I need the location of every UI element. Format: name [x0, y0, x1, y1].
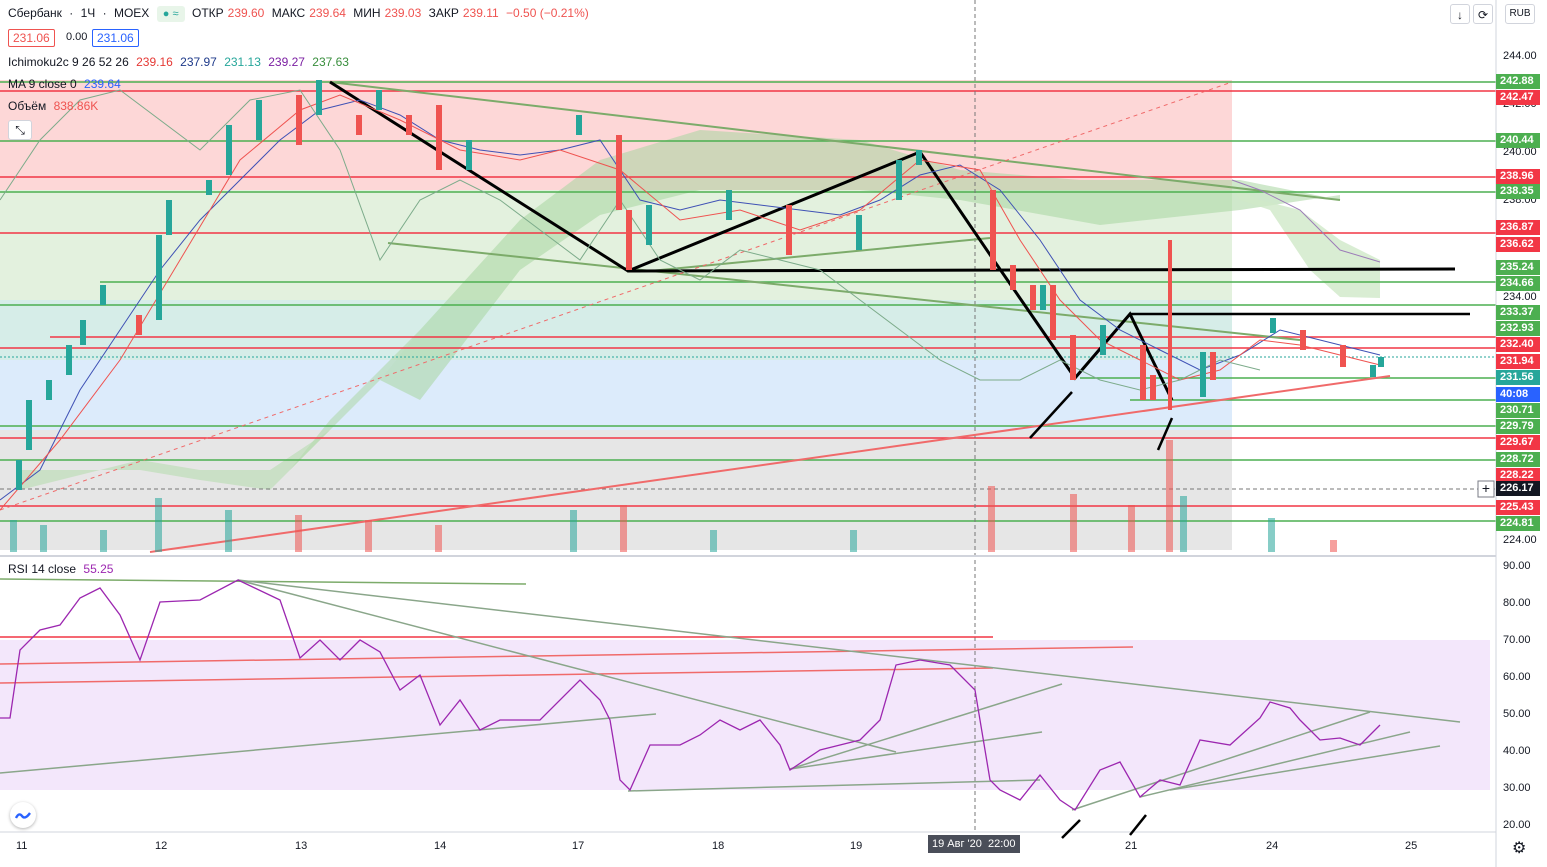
level-tag: 229.67: [1496, 435, 1540, 450]
level-tag: 242.88: [1496, 74, 1540, 89]
price-axis-label: 224.00: [1503, 534, 1537, 546]
level-tag: 224.81: [1496, 516, 1540, 531]
close-value: 239.11: [462, 6, 499, 20]
high-value: 239.64: [309, 6, 346, 20]
level-tag: 234.66: [1496, 276, 1540, 291]
level-tag: 238.35: [1496, 184, 1540, 199]
time-axis-label: 14: [434, 840, 447, 852]
rsi-axis-label: 70.00: [1503, 634, 1531, 646]
symbol-name[interactable]: Сбербанк: [8, 6, 62, 20]
price-axis-label: 234.00: [1503, 291, 1537, 303]
exchange-label: MOEX: [113, 6, 150, 20]
currency-label[interactable]: RUB: [1505, 4, 1535, 24]
level-tag: 235.24: [1496, 260, 1540, 275]
symbol-legend: Сбербанк · 1Ч · MOEX ● ≈ ОТКР 239.60 МАКС…: [8, 6, 589, 22]
time-axis-label: 17: [572, 840, 585, 852]
level-tag: 232.40: [1496, 337, 1540, 352]
interval-label[interactable]: 1Ч: [80, 6, 96, 20]
level-tag: 242.47: [1496, 90, 1540, 105]
plus-icon[interactable]: +: [1481, 480, 1491, 496]
level-tag: 229.79: [1496, 419, 1540, 434]
level-tag: 238.96: [1496, 169, 1540, 184]
volume-legend[interactable]: Объём 838.86K: [8, 99, 99, 113]
arrow-down-icon[interactable]: ↓: [1450, 4, 1470, 24]
rsi-axis-label: 20.00: [1503, 819, 1531, 831]
ask-box[interactable]: 231.06: [92, 29, 139, 47]
price-axis-label: 240.00: [1503, 146, 1537, 158]
collapse-legend-button[interactable]: ⤡: [8, 120, 32, 140]
ma-legend[interactable]: MA 9 close 0 239.64: [8, 77, 121, 91]
ichimoku-legend[interactable]: Ichimoku2c 9 26 52 26 239.16 237.97 231.…: [8, 55, 349, 69]
level-tag: 233.37: [1496, 305, 1540, 320]
spread-value: 0.00: [66, 31, 88, 43]
low-value: 239.03: [384, 6, 422, 20]
rsi-axis-label: 40.00: [1503, 745, 1531, 757]
level-tag: 228.22: [1496, 468, 1540, 483]
rsi-axis-label: 80.00: [1503, 597, 1531, 609]
rsi-axis-label: 60.00: [1503, 671, 1531, 683]
level-tag: 40:08: [1496, 387, 1540, 402]
level-tag: 230.71: [1496, 403, 1540, 418]
open-value: 239.60: [227, 6, 265, 20]
level-tag: 236.87: [1496, 220, 1540, 235]
time-axis-label: 25: [1405, 840, 1418, 852]
time-axis-label: 18: [712, 840, 725, 852]
time-axis-label: 11: [16, 840, 28, 852]
rsi-axis-label: 30.00: [1503, 782, 1531, 794]
compare-icon[interactable]: ● ≈: [156, 6, 185, 22]
time-axis-label: 24: [1266, 840, 1279, 852]
level-tag: 226.17: [1496, 481, 1540, 496]
level-tag: 228.72: [1496, 452, 1540, 467]
gear-icon[interactable]: ⚙: [1512, 840, 1527, 857]
time-axis-label: 12: [155, 840, 168, 852]
price-axis-label: 244.00: [1503, 50, 1537, 62]
level-tag: 231.94: [1496, 354, 1540, 369]
rsi-axis-label: 90.00: [1503, 560, 1531, 572]
bid-box[interactable]: 231.06: [8, 29, 55, 47]
level-tag: 231.56: [1496, 370, 1540, 385]
refresh-icon[interactable]: ⟳: [1473, 4, 1493, 24]
crosshair-time-badge: 19 Авг '20 22:00: [928, 835, 1020, 853]
rsi-legend[interactable]: RSI 14 close 55.25: [8, 562, 114, 576]
time-axis-label: 19: [850, 840, 863, 852]
change-value: −0.50 (−0.21%): [506, 6, 589, 20]
level-tag: 236.62: [1496, 237, 1540, 252]
level-tag: 232.93: [1496, 321, 1540, 336]
tradingview-logo-icon[interactable]: [10, 802, 36, 828]
rsi-axis-label: 50.00: [1503, 708, 1531, 720]
level-tag: 240.44: [1496, 133, 1540, 148]
time-axis-label: 21: [1125, 840, 1138, 852]
time-axis-label: 13: [295, 840, 308, 852]
level-tag: 225.43: [1496, 500, 1540, 515]
